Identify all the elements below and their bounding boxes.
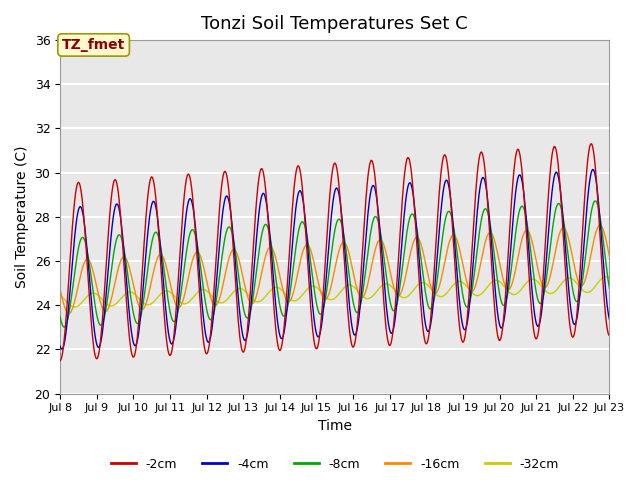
Legend: -2cm, -4cm, -8cm, -16cm, -32cm: -2cm, -4cm, -8cm, -16cm, -32cm [106,453,564,476]
Text: TZ_fmet: TZ_fmet [62,38,125,52]
X-axis label: Time: Time [318,419,352,433]
Title: Tonzi Soil Temperatures Set C: Tonzi Soil Temperatures Set C [202,15,468,33]
Y-axis label: Soil Temperature (C): Soil Temperature (C) [15,145,29,288]
